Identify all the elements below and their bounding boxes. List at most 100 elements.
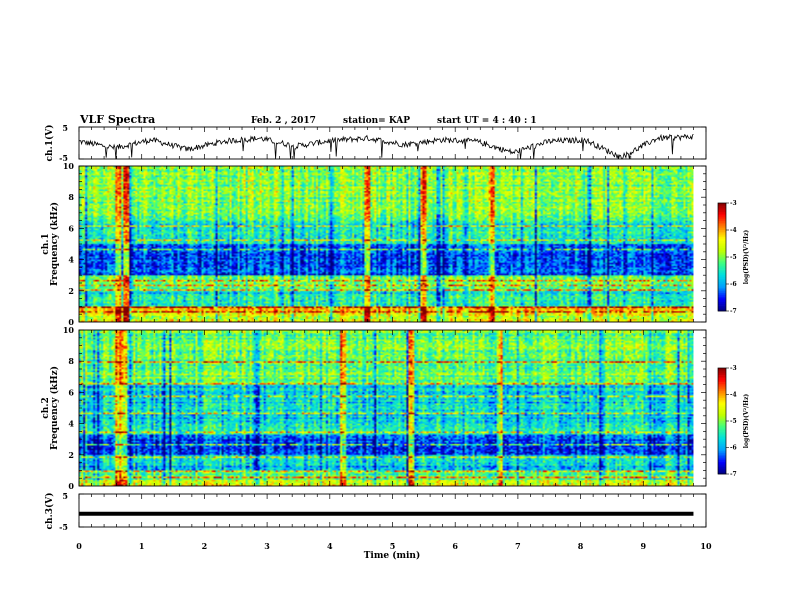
date-label: Feb. 2 , 2017 — [251, 116, 316, 126]
frequency-tick-label: 6 — [68, 223, 74, 233]
colorbar-swatch — [718, 284, 726, 287]
colorbar-tick-label: -6 — [730, 445, 737, 452]
colorbar-swatch — [718, 415, 726, 418]
colorbar-tick-label: -7 — [730, 471, 737, 478]
colorbar-swatch — [718, 206, 726, 209]
time-axis-ticks: 0 1 2 3 4 5 6 7 8 9 10 — [76, 126, 712, 551]
frequency-tick-label: 0 — [68, 317, 74, 327]
ch1-ytick-top: 5 — [62, 123, 68, 133]
channel-1-waveform-panel: 5 -5 ch.1(V) — [44, 123, 707, 163]
colorbar-swatch — [718, 212, 726, 215]
colorbar-swatch — [718, 228, 726, 231]
colorbar-swatch — [718, 468, 726, 471]
colorbar-swatch — [718, 242, 726, 245]
colorbar-swatch — [718, 203, 726, 206]
colorbar-swatch — [718, 376, 726, 379]
colorbar-swatch — [718, 264, 726, 267]
station-label: station= KAP — [343, 116, 410, 126]
colorbar-label: log(PSD)(V²/Hz) — [743, 394, 750, 449]
colorbar-swatch — [718, 380, 726, 383]
colorbar-swatch — [718, 445, 726, 448]
colorbar-swatch — [718, 273, 726, 276]
frequency-tick-label: 6 — [68, 387, 74, 397]
colorbar-swatch — [718, 403, 726, 406]
frequency-tick-label: 4 — [68, 255, 74, 265]
frequency-tick-label: 0 — [68, 481, 74, 491]
figure-title: VLF Spectra — [79, 113, 155, 126]
x-tick-label: 6 — [452, 541, 458, 551]
colorbar-swatch — [718, 248, 726, 251]
colorbar-swatch — [718, 472, 726, 475]
colorbar-swatch — [718, 378, 726, 381]
x-tick-label: 9 — [641, 541, 647, 551]
ch3-ytick-top: 5 — [62, 491, 68, 501]
channel-1-spectrogram-image — [79, 166, 694, 322]
colorbar-swatch — [718, 278, 726, 281]
colorbar-swatch — [718, 244, 726, 247]
colorbar-swatch — [718, 289, 726, 292]
x-tick-label: 10 — [700, 541, 712, 551]
colorbar-swatch — [718, 413, 726, 416]
colorbar-swatch — [718, 213, 726, 216]
colorbar-swatch — [718, 302, 726, 305]
ch2-spectrogram-ylabel-frequency: Frequency (kHz) — [49, 366, 60, 450]
colorbar-swatch — [718, 275, 726, 278]
colorbar-swatch — [718, 239, 726, 242]
colorbar-swatch — [718, 447, 726, 450]
colorbar-swatch — [718, 249, 726, 252]
colorbar-swatch — [718, 466, 726, 469]
channel-1-colorbar: -3 -4 -5 -6 -7 log(PSD)(V²/Hz) — [717, 200, 750, 315]
colorbar-swatch — [718, 385, 726, 388]
colorbar-tick-label: -7 — [730, 308, 737, 315]
colorbar-tick-label: -3 — [730, 365, 737, 372]
ch1-waveform-ylabel: ch.1(V) — [44, 125, 55, 162]
ch3-ytick-bottom: -5 — [59, 522, 68, 532]
colorbar-swatch — [718, 440, 726, 443]
colorbar-swatch — [718, 221, 726, 224]
x-tick-label: 3 — [264, 541, 270, 551]
frequency-tick-label: 8 — [68, 356, 74, 366]
channel-2-frequency-ticks: 0 2 4 6 8 10 — [63, 325, 706, 491]
colorbar-swatch — [718, 255, 726, 258]
colorbar-swatch — [718, 260, 726, 263]
colorbar-swatch — [718, 438, 726, 441]
colorbar-swatch — [718, 309, 726, 312]
colorbar-swatch — [718, 282, 726, 285]
colorbar-swatch — [718, 237, 726, 240]
channel-2-colorbar: -3 -4 -5 -6 -7 log(PSD)(V²/Hz) — [717, 365, 750, 478]
colorbar-swatch — [718, 401, 726, 404]
colorbar-swatch — [718, 436, 726, 439]
colorbar-swatch — [718, 371, 726, 374]
colorbar-swatch — [718, 429, 726, 432]
colorbar-swatch — [718, 222, 726, 225]
colorbar-swatch — [718, 456, 726, 459]
colorbar-swatch — [718, 412, 726, 415]
x-tick-label: 7 — [515, 541, 521, 551]
colorbar-swatch — [718, 233, 726, 236]
ch1-spectrogram-ylabel-channel: ch.1 — [41, 233, 51, 254]
colorbar-swatch — [718, 303, 726, 306]
colorbar-swatch — [718, 433, 726, 436]
channel-1-spectrogram-panel: 0 2 4 6 8 10 ch.1 Frequency (kHz) — [41, 161, 707, 327]
colorbar-swatch — [718, 452, 726, 455]
colorbar-swatch — [718, 231, 726, 234]
colorbar-swatch — [718, 300, 726, 303]
colorbar-swatch — [718, 262, 726, 265]
time-axis-label: Time (min) — [364, 550, 421, 561]
colorbar-swatch — [718, 226, 726, 229]
colorbar-swatch — [718, 422, 726, 425]
channel-2-spectrogram-image — [79, 330, 694, 486]
colorbar-swatch — [718, 454, 726, 457]
frequency-tick-label: 10 — [63, 161, 75, 171]
colorbar-swatch — [718, 426, 726, 429]
colorbar-swatch — [718, 217, 726, 220]
colorbar-swatch — [718, 399, 726, 402]
x-tick-label: 1 — [139, 541, 145, 551]
colorbar-swatch — [718, 424, 726, 427]
colorbar-swatch — [718, 382, 726, 385]
frequency-tick-label: 2 — [68, 450, 74, 460]
colorbar-swatch — [718, 266, 726, 269]
colorbar-swatch — [718, 465, 726, 468]
colorbar-swatch — [718, 461, 726, 464]
